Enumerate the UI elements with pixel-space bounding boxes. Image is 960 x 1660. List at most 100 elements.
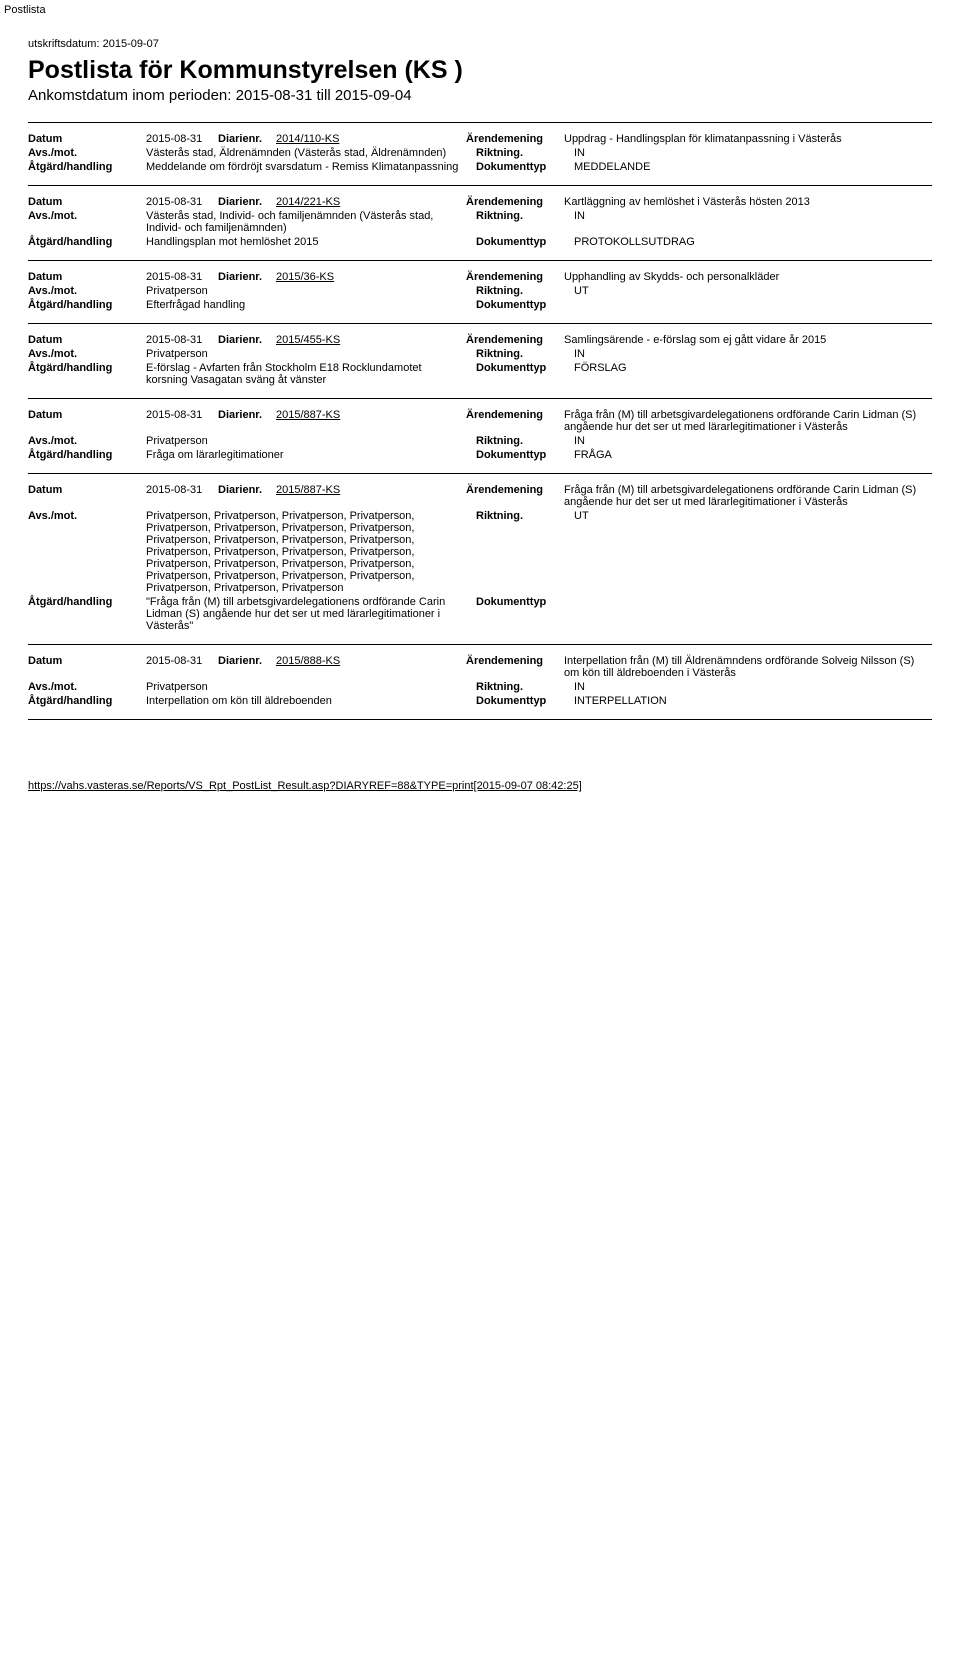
row-datum: Datum2015-08-31Diarienr.2015/888-KSÄrend… xyxy=(28,655,932,679)
value-avs: Privatperson, Privatperson, Privatperson… xyxy=(146,510,476,594)
value-avs: Privatperson xyxy=(146,348,476,360)
value-atgard: Efterfrågad handling xyxy=(146,299,476,311)
diarienr-link[interactable]: 2015/887-KS xyxy=(276,409,340,421)
row-atgard: Åtgärd/handling"Fråga från (M) till arbe… xyxy=(28,596,932,632)
label-diarienr: Diarienr. xyxy=(218,133,276,145)
value-riktning: IN xyxy=(574,681,932,693)
label-doktyp: Dokumenttyp xyxy=(476,449,574,461)
diarienr-link[interactable]: 2015/36-KS xyxy=(276,271,334,283)
value-riktning: UT xyxy=(574,285,932,297)
value-doktyp: MEDDELANDE xyxy=(574,161,932,173)
value-diarienr: 2015/887-KS xyxy=(276,484,466,496)
value-atgard: Interpellation om kön till äldreboenden xyxy=(146,695,476,707)
row-avs: Avs./mot.PrivatpersonRiktning.IN xyxy=(28,435,932,447)
row-avs: Avs./mot.PrivatpersonRiktning.IN xyxy=(28,681,932,693)
label-atgard: Åtgärd/handling xyxy=(28,362,146,374)
value-arende: Uppdrag - Handlingsplan för klimatanpass… xyxy=(564,133,932,145)
row-atgard: Åtgärd/handlingEfterfrågad handlingDokum… xyxy=(28,299,932,311)
footer-url-link[interactable]: https://vahs.vasteras.se/Reports/VS_Rpt_… xyxy=(28,780,582,792)
row-atgard: Åtgärd/handlingInterpellation om kön til… xyxy=(28,695,932,707)
label-arende: Ärendemening xyxy=(466,271,564,283)
value-datum: 2015-08-31 xyxy=(146,409,218,421)
value-datum: 2015-08-31 xyxy=(146,133,218,145)
value-doktyp: INTERPELLATION xyxy=(574,695,932,707)
label-diarienr: Diarienr. xyxy=(218,409,276,421)
label-riktning: Riktning. xyxy=(476,681,574,693)
row-atgard: Åtgärd/handlingHandlingsplan mot hemlösh… xyxy=(28,236,932,248)
label-avs: Avs./mot. xyxy=(28,210,146,222)
value-doktyp: PROTOKOLLSUTDRAG xyxy=(574,236,932,248)
label-datum: Datum xyxy=(28,484,146,496)
value-arende: Upphandling av Skydds- och personalkläde… xyxy=(564,271,932,283)
value-arende: Interpellation från (M) till Äldrenämnde… xyxy=(564,655,932,679)
row-datum: Datum2015-08-31Diarienr.2015/455-KSÄrend… xyxy=(28,334,932,346)
value-diarienr: 2015/455-KS xyxy=(276,334,466,346)
label-arende: Ärendemening xyxy=(466,133,564,145)
label-datum: Datum xyxy=(28,334,146,346)
diarienr-link[interactable]: 2015/887-KS xyxy=(276,484,340,496)
page-title: Postlista för Kommunstyrelsen (KS ) xyxy=(28,56,932,85)
label-diarienr: Diarienr. xyxy=(218,655,276,667)
row-avs: Avs./mot.PrivatpersonRiktning.IN xyxy=(28,348,932,360)
value-avs: Privatperson xyxy=(146,285,476,297)
row-avs: Avs./mot.Västerås stad, Äldrenämnden (Vä… xyxy=(28,147,932,159)
label-riktning: Riktning. xyxy=(476,147,574,159)
value-diarienr: 2014/221-KS xyxy=(276,196,466,208)
diarienr-link[interactable]: 2014/110-KS xyxy=(276,133,339,145)
label-arende: Ärendemening xyxy=(466,196,564,208)
label-datum: Datum xyxy=(28,409,146,421)
label-atgard: Åtgärd/handling xyxy=(28,161,146,173)
value-diarienr: 2015/888-KS xyxy=(276,655,466,667)
value-riktning: UT xyxy=(574,510,932,522)
value-doktyp: FRÅGA xyxy=(574,449,932,461)
row-atgard: Åtgärd/handlingFråga om lärarlegitimatio… xyxy=(28,449,932,461)
row-datum: Datum2015-08-31Diarienr.2015/887-KSÄrend… xyxy=(28,484,932,508)
label-datum: Datum xyxy=(28,655,146,667)
entry: Datum2015-08-31Diarienr.2014/110-KSÄrend… xyxy=(28,122,932,186)
value-datum: 2015-08-31 xyxy=(146,196,218,208)
row-avs: Avs./mot.Privatperson, Privatperson, Pri… xyxy=(28,510,932,594)
label-arende: Ärendemening xyxy=(466,484,564,496)
value-doktyp: FÖRSLAG xyxy=(574,362,932,374)
print-date-label: utskriftsdatum: xyxy=(28,38,100,50)
label-atgard: Åtgärd/handling xyxy=(28,236,146,248)
entry: Datum2015-08-31Diarienr.2015/455-KSÄrend… xyxy=(28,324,932,399)
value-riktning: IN xyxy=(574,348,932,360)
entry: Datum2015-08-31Diarienr.2015/888-KSÄrend… xyxy=(28,645,932,720)
entry: Datum2015-08-31Diarienr.2015/887-KSÄrend… xyxy=(28,399,932,474)
label-avs: Avs./mot. xyxy=(28,285,146,297)
row-datum: Datum2015-08-31Diarienr.2014/221-KSÄrend… xyxy=(28,196,932,208)
row-datum: Datum2015-08-31Diarienr.2015/36-KSÄrende… xyxy=(28,271,932,283)
label-riktning: Riktning. xyxy=(476,285,574,297)
corner-label: Postlista xyxy=(4,4,932,16)
diarienr-link[interactable]: 2014/221-KS xyxy=(276,196,340,208)
row-datum: Datum2015-08-31Diarienr.2014/110-KSÄrend… xyxy=(28,133,932,145)
diarienr-link[interactable]: 2015/455-KS xyxy=(276,334,340,346)
value-datum: 2015-08-31 xyxy=(146,271,218,283)
value-atgard: Handlingsplan mot hemlöshet 2015 xyxy=(146,236,476,248)
label-doktyp: Dokumenttyp xyxy=(476,299,574,311)
row-avs: Avs./mot.Västerås stad, Individ- och fam… xyxy=(28,210,932,234)
value-riktning: IN xyxy=(574,210,932,222)
value-arende: Samlingsärende - e-förslag som ej gått v… xyxy=(564,334,932,346)
label-arende: Ärendemening xyxy=(466,334,564,346)
row-avs: Avs./mot.PrivatpersonRiktning.UT xyxy=(28,285,932,297)
label-doktyp: Dokumenttyp xyxy=(476,596,574,608)
label-arende: Ärendemening xyxy=(466,655,564,667)
value-atgard: Meddelande om fördröjt svarsdatum - Remi… xyxy=(146,161,476,173)
value-avs: Västerås stad, Äldrenämnden (Västerås st… xyxy=(146,147,476,159)
print-date-value: 2015-09-07 xyxy=(103,38,159,50)
value-arende: Kartläggning av hemlöshet i Västerås hös… xyxy=(564,196,932,208)
value-avs: Privatperson xyxy=(146,681,476,693)
label-datum: Datum xyxy=(28,271,146,283)
diarienr-link[interactable]: 2015/888-KS xyxy=(276,655,340,667)
entries-list: Datum2015-08-31Diarienr.2014/110-KSÄrend… xyxy=(28,122,932,720)
subtitle: Ankomstdatum inom perioden: 2015-08-31 t… xyxy=(28,87,932,104)
row-atgard: Åtgärd/handlingMeddelande om fördröjt sv… xyxy=(28,161,932,173)
row-atgard: Åtgärd/handlingE-förslag - Avfarten från… xyxy=(28,362,932,386)
label-avs: Avs./mot. xyxy=(28,510,146,522)
label-diarienr: Diarienr. xyxy=(218,484,276,496)
entry: Datum2015-08-31Diarienr.2015/887-KSÄrend… xyxy=(28,474,932,645)
entry: Datum2015-08-31Diarienr.2015/36-KSÄrende… xyxy=(28,261,932,324)
print-date-line: utskriftsdatum: 2015-09-07 xyxy=(28,38,932,50)
